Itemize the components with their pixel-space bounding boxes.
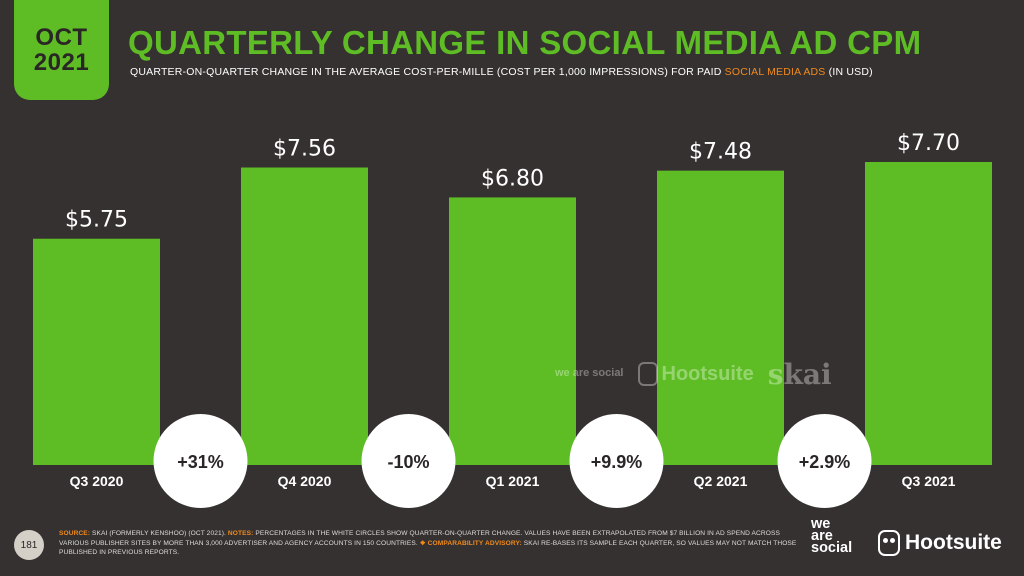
watermark-hootsuite-text: Hootsuite [661,362,754,385]
we-are-social-logo: we are social [811,516,853,556]
notes-label: NOTES: [227,530,254,537]
logo-was-line: are [811,527,833,544]
notes-text: PERCENTAGES IN THE WHITE CIRCLES SHOW QU… [59,530,780,547]
subtitle-text: QUARTER-ON-QUARTER CHANGE IN THE AVERAGE… [130,66,725,78]
hootsuite-logo-text: Hootsuite [905,531,1002,554]
page-number: 181 [14,530,44,560]
category-label: Q1 2021 [486,473,540,489]
logo-was-line: we [811,516,831,532]
change-circle [569,414,664,508]
owl-icon [637,362,658,386]
owl-icon [878,530,900,556]
watermark: we are social Hootsuite skai [555,355,832,393]
change-label: +2.9% [799,452,851,472]
bar [865,162,992,465]
page-title: QUARTERLY CHANGE IN SOCIAL MEDIA AD CPM [128,24,922,61]
advisory-label: ❖ COMPARABILITY ADVISORY: [419,539,522,547]
bar-value-label: $7.70 [897,131,960,156]
change-circle [153,414,248,508]
bar-value-label: $7.56 [273,137,336,162]
watermark-hootsuite: Hootsuite [637,362,754,386]
subtitle-highlight: SOCIAL MEDIA ADS [724,66,826,78]
subtitle-unit: (IN USD) [825,66,873,78]
page-subtitle: QUARTER-ON-QUARTER CHANGE IN THE AVERAGE… [130,66,873,78]
bar [33,238,160,465]
watermark-we-are-social: we are social [555,367,624,380]
watermark-skai: skai [767,357,832,391]
date-badge: OCT 2021 [14,0,109,100]
category-label: Q3 2020 [70,473,124,489]
bar-value-label: $7.48 [689,140,752,165]
category-label: Q3 2021 [902,473,956,489]
bar [449,197,576,465]
badge-year: 2021 [33,49,90,76]
badge-month: OCT [35,23,88,51]
bar-value-label: $6.80 [481,166,544,191]
change-label: +31% [177,452,224,472]
footnote: SOURCE: SKAI (FORMERLY KENSHOO) (OCT 202… [59,529,799,558]
advisory-text: SKAI RE-BASES ITS SAMPLE EACH QUARTER, S… [59,539,797,557]
logo-was-line: social [811,539,853,556]
hootsuite-logo: Hootsuite [878,530,1002,556]
bar [657,170,784,465]
change-label: -10% [387,452,429,472]
bar-value-label: $5.75 [65,208,128,233]
category-label: Q4 2020 [278,473,332,489]
bar-chart: $5.75 Q3 2020 $7.56 Q4 2020 $6.80 Q1 2021 $7.4… [33,131,992,508]
change-label: +9.9% [591,452,643,472]
category-label: Q2 2021 [694,473,748,489]
bar [241,167,368,465]
change-circle [361,414,456,508]
change-circle [777,414,872,508]
source-label: SOURCE: [59,530,91,537]
source-text: SKAI (FORMERLY KENSHOO) (OCT 2021). [90,530,228,537]
